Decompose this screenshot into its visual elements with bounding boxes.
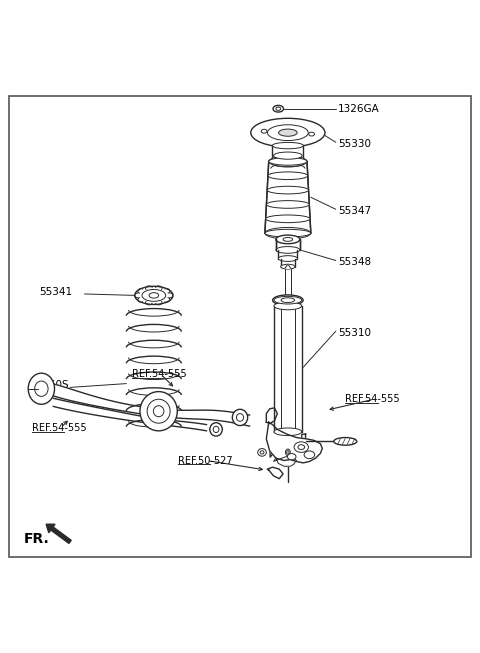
Ellipse shape [140, 392, 177, 431]
Ellipse shape [281, 264, 295, 269]
Ellipse shape [274, 302, 302, 310]
Ellipse shape [298, 445, 305, 449]
Polygon shape [270, 434, 274, 457]
Ellipse shape [35, 381, 48, 396]
Text: 1326GA: 1326GA [338, 104, 380, 114]
Ellipse shape [269, 156, 307, 167]
Ellipse shape [251, 118, 325, 147]
Ellipse shape [294, 442, 309, 453]
Ellipse shape [237, 413, 243, 421]
Ellipse shape [276, 107, 281, 110]
Ellipse shape [276, 247, 300, 253]
Ellipse shape [135, 286, 173, 304]
Ellipse shape [286, 449, 290, 456]
Text: 55330: 55330 [338, 138, 371, 149]
Text: 55341: 55341 [39, 287, 72, 297]
Ellipse shape [149, 293, 158, 298]
Ellipse shape [276, 235, 300, 244]
Text: REF.54-555: REF.54-555 [345, 394, 400, 404]
Ellipse shape [274, 428, 302, 436]
Ellipse shape [210, 422, 222, 436]
Text: REF.50-527: REF.50-527 [178, 456, 232, 466]
Polygon shape [266, 422, 323, 463]
Text: 55310: 55310 [338, 328, 371, 338]
Polygon shape [53, 384, 250, 426]
Ellipse shape [258, 449, 266, 456]
Text: 55348: 55348 [338, 257, 371, 267]
Polygon shape [267, 467, 283, 479]
Text: FR.: FR. [24, 532, 49, 547]
Ellipse shape [273, 105, 284, 112]
Ellipse shape [260, 451, 264, 454]
Ellipse shape [278, 256, 298, 261]
Text: 55347: 55347 [338, 206, 371, 215]
Ellipse shape [272, 142, 303, 149]
Ellipse shape [304, 451, 315, 458]
Text: 55350S: 55350S [29, 380, 69, 390]
Ellipse shape [272, 161, 303, 167]
FancyArrow shape [46, 524, 71, 543]
Ellipse shape [287, 451, 289, 454]
Ellipse shape [232, 409, 248, 426]
Ellipse shape [309, 132, 314, 136]
Polygon shape [274, 456, 297, 466]
Ellipse shape [273, 295, 303, 306]
Polygon shape [274, 306, 302, 432]
Ellipse shape [28, 373, 55, 404]
Text: REF.54-555: REF.54-555 [32, 423, 86, 433]
Ellipse shape [267, 125, 308, 140]
Polygon shape [302, 434, 306, 457]
Ellipse shape [142, 289, 166, 301]
Polygon shape [285, 264, 291, 268]
Ellipse shape [213, 426, 219, 432]
Polygon shape [276, 240, 300, 266]
Ellipse shape [266, 200, 309, 208]
Ellipse shape [334, 438, 357, 445]
Text: REF.54-555: REF.54-555 [132, 370, 187, 379]
Ellipse shape [267, 186, 309, 194]
Ellipse shape [147, 399, 170, 423]
Ellipse shape [278, 129, 297, 136]
Ellipse shape [274, 152, 302, 159]
Ellipse shape [154, 406, 164, 417]
Ellipse shape [274, 296, 302, 304]
Ellipse shape [265, 215, 310, 223]
Polygon shape [53, 398, 206, 431]
Ellipse shape [281, 298, 295, 302]
Ellipse shape [265, 227, 311, 239]
Ellipse shape [283, 238, 293, 242]
Polygon shape [266, 408, 277, 424]
Polygon shape [265, 161, 311, 233]
Ellipse shape [269, 157, 307, 165]
Ellipse shape [261, 129, 267, 133]
Ellipse shape [268, 172, 308, 180]
Ellipse shape [265, 229, 311, 237]
Ellipse shape [288, 454, 296, 460]
